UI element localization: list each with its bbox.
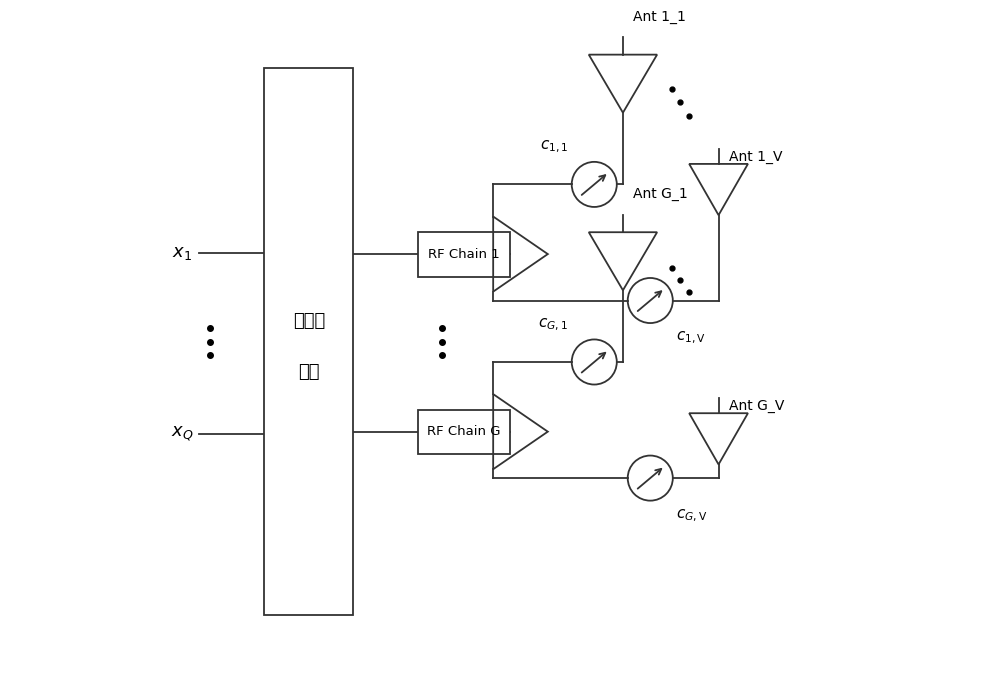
Text: Ant 1_1: Ant 1_1 xyxy=(633,10,686,23)
Text: Ant G_V: Ant G_V xyxy=(729,400,784,413)
Text: $x_1$: $x_1$ xyxy=(172,244,192,262)
Text: RF Chain G: RF Chain G xyxy=(427,426,501,438)
Bar xyxy=(418,410,510,454)
Text: $c_{1,1}$: $c_{1,1}$ xyxy=(540,139,568,155)
Text: $c_{1,\mathrm{V}}$: $c_{1,\mathrm{V}}$ xyxy=(676,330,706,346)
Text: $c_{G,1}$: $c_{G,1}$ xyxy=(538,316,568,333)
Text: 基带处: 基带处 xyxy=(293,312,325,330)
Text: RF Chain 1: RF Chain 1 xyxy=(428,248,500,261)
Text: Ant G_1: Ant G_1 xyxy=(633,187,688,201)
Text: Ant 1_V: Ant 1_V xyxy=(729,150,782,164)
Bar xyxy=(418,232,510,277)
Bar xyxy=(264,68,353,615)
Text: $x_Q$: $x_Q$ xyxy=(171,424,194,443)
Text: $c_{G,\mathrm{V}}$: $c_{G,\mathrm{V}}$ xyxy=(676,507,708,524)
Text: 理器: 理器 xyxy=(298,363,320,381)
